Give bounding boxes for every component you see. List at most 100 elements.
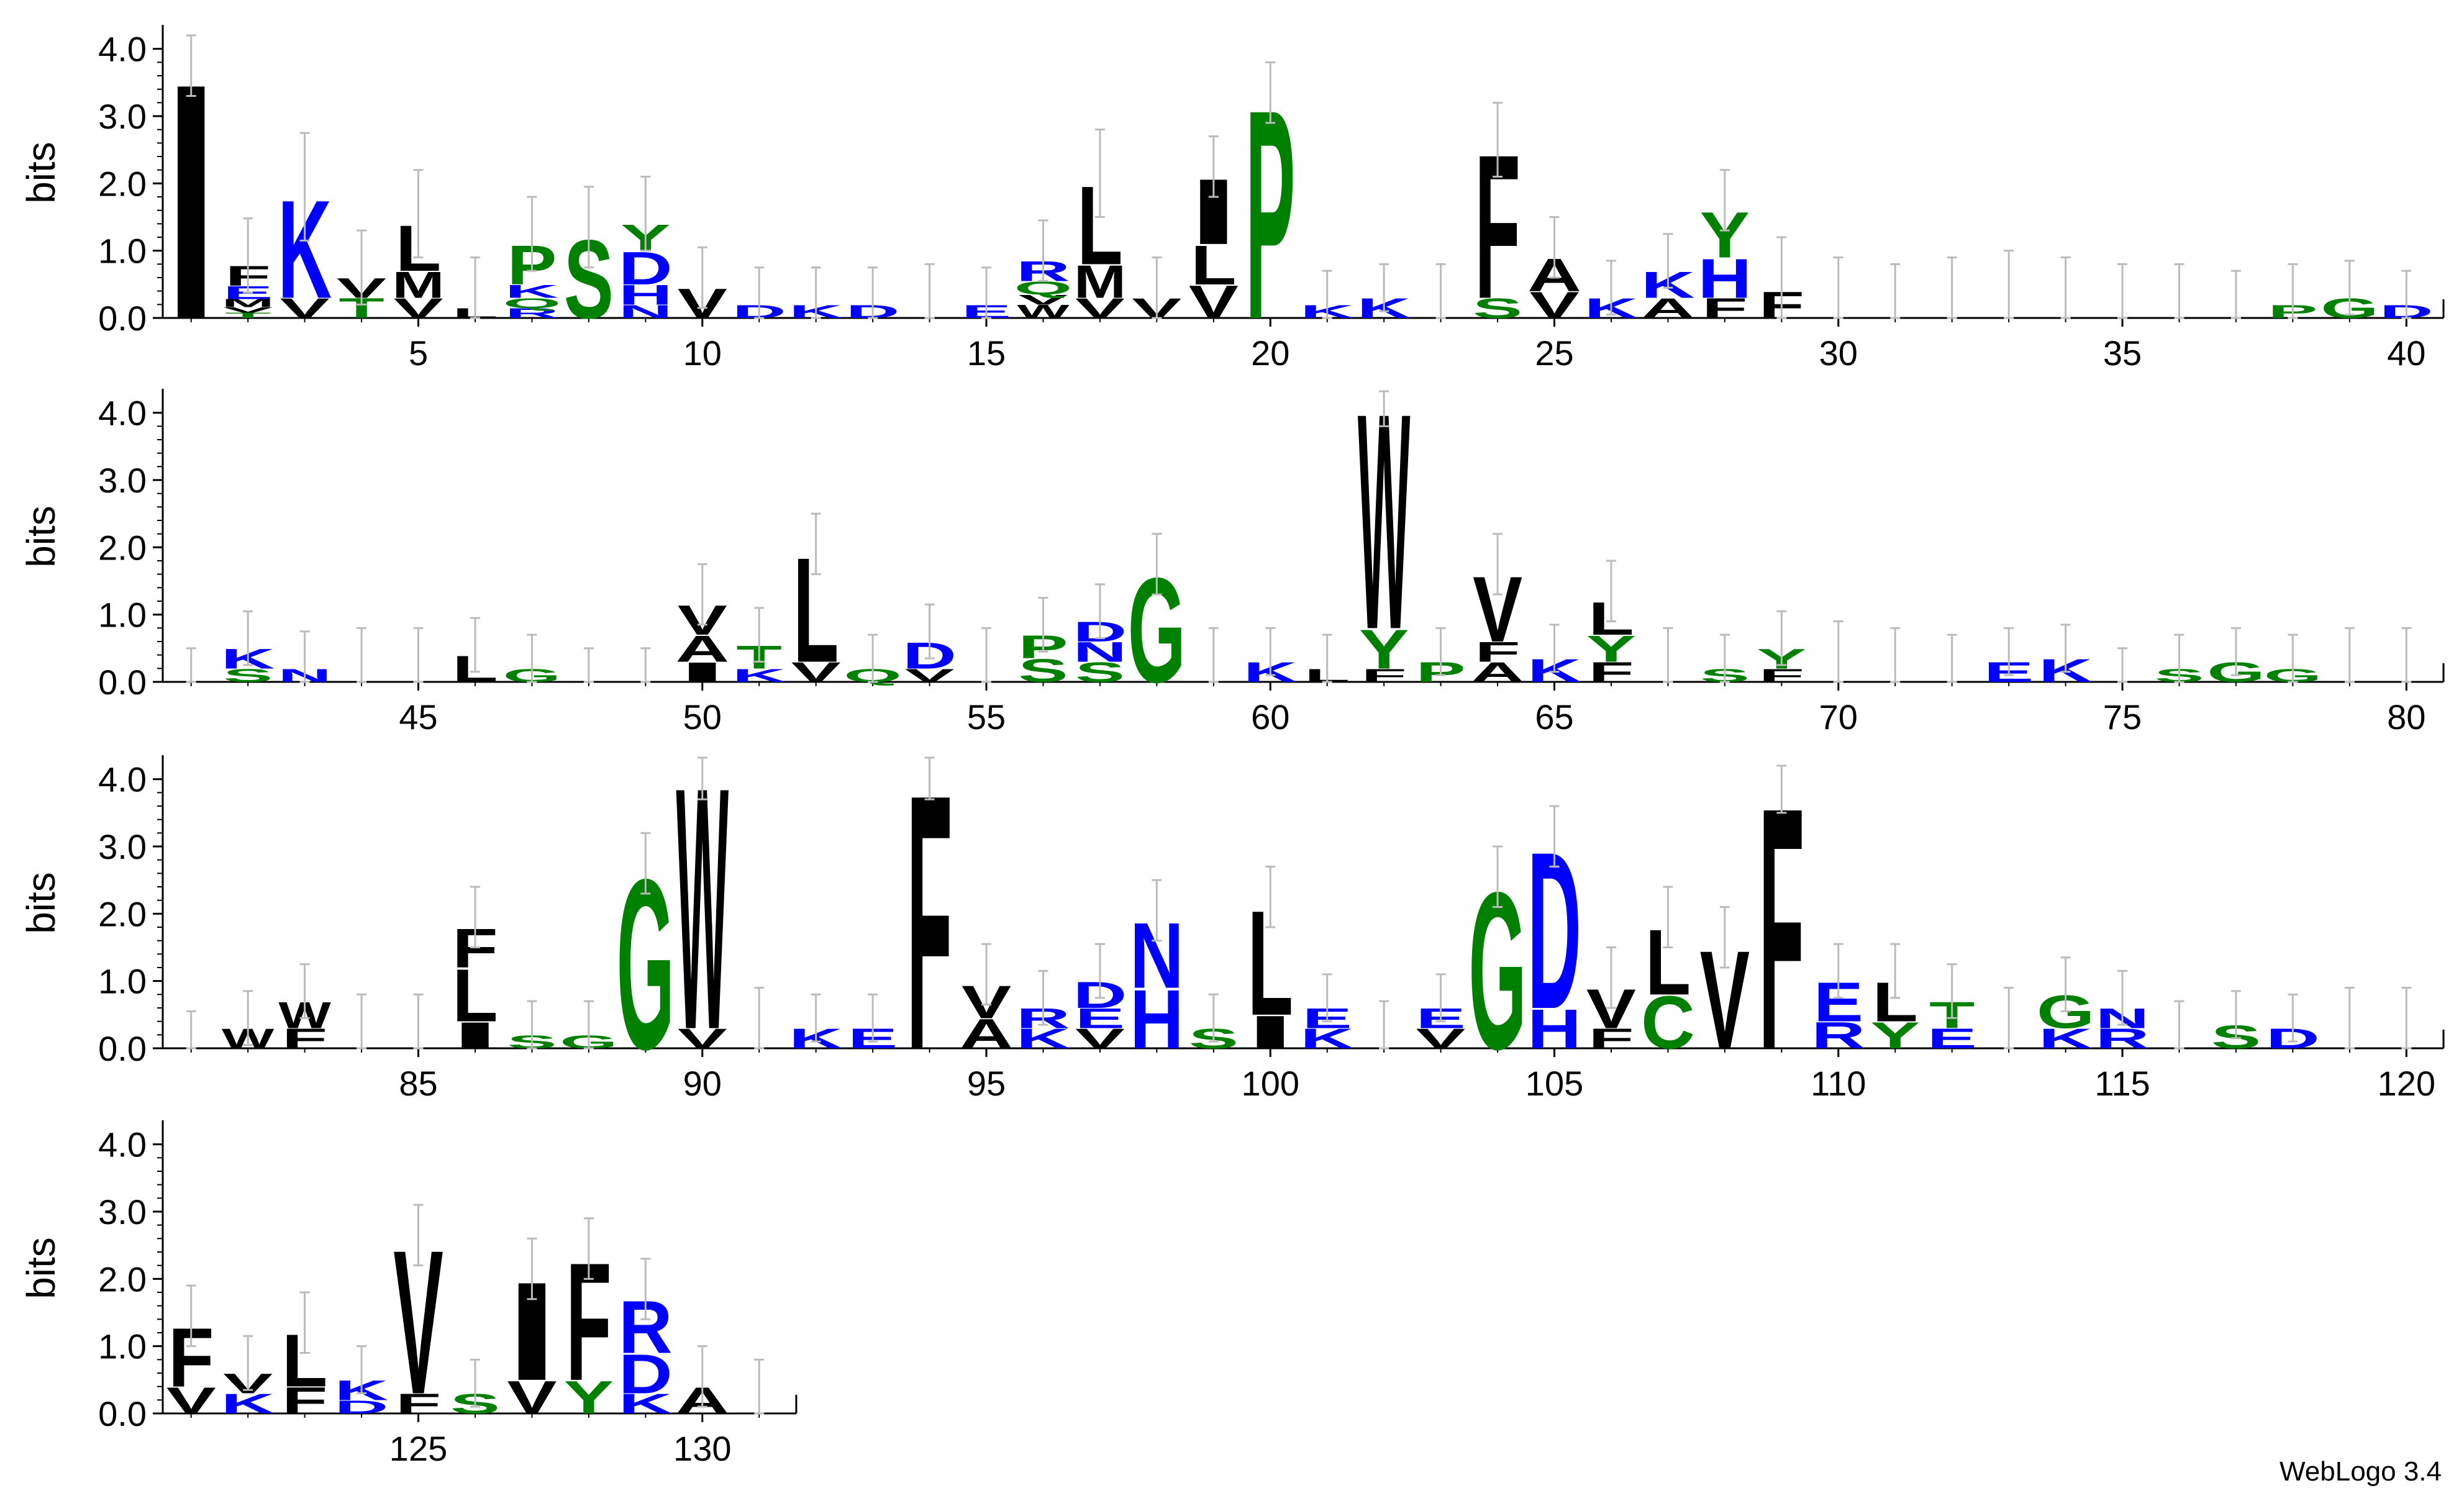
logo-glyph-I: I: [676, 656, 728, 687]
logo-glyph-V: V: [223, 306, 273, 314]
logo-glyph-A: A: [960, 1010, 1014, 1058]
logo-column-107: CL: [1641, 886, 1695, 1064]
x-tick-label: 75: [2103, 697, 2142, 737]
logo-column-36: [2174, 263, 2184, 322]
logo-column-72: [1947, 633, 1957, 686]
logo-column-18: V: [1132, 256, 1181, 324]
logo-glyph-T: T: [225, 311, 270, 319]
logo-column-88: G: [560, 1000, 618, 1053]
logo-column-80: 80: [2387, 627, 2425, 737]
logo-glyph-Y: Y: [564, 1371, 614, 1423]
logo-glyph-M: M: [1074, 255, 1126, 307]
logo-column-75: 75: [2103, 647, 2142, 737]
logo-column-84: [357, 993, 367, 1053]
logo-glyph-H: H: [1527, 997, 1581, 1060]
logo-column-21: K: [1300, 270, 1354, 322]
y-tick-label: 0.0: [98, 299, 147, 338]
logo-glyph-V: V: [1018, 292, 1068, 307]
y-tick-label: 1.0: [98, 596, 147, 635]
logo-glyph-H: H: [1130, 973, 1184, 1066]
x-tick-label: 100: [1242, 1064, 1299, 1103]
x-tick-label: 40: [2387, 333, 2425, 373]
logo-column-34: [2060, 256, 2071, 322]
logo-glyph-D: D: [335, 1397, 389, 1418]
logo-column-109: F: [1759, 736, 1804, 1122]
logo-column-13: D: [846, 266, 900, 322]
logo-column-127: VI: [506, 1237, 558, 1424]
logo-glyph-F: F: [1588, 1023, 1634, 1054]
x-tick-label: 70: [1819, 697, 1858, 737]
logo-column-2: TVMEF: [222, 217, 274, 322]
y-tick-label: 3.0: [98, 1192, 147, 1231]
logo-column-65: 65K: [1527, 624, 1581, 737]
y-tick-label: 2.0: [98, 164, 147, 203]
x-tick-label: 130: [673, 1429, 731, 1468]
logo-column-26: K: [1584, 260, 1638, 324]
x-tick-label: 95: [967, 1064, 1006, 1103]
logo-column-49: [640, 647, 651, 686]
logo-column-120: 120: [2378, 987, 2435, 1103]
logo-glyph-S: S: [223, 665, 273, 686]
logo-glyph-V: V: [791, 657, 841, 688]
logo-column-46: L: [452, 617, 498, 690]
logo-row-1: 0.01.02.03.04.0bitsITVMEFVKTV5VMLLRQKPSN…: [19, 13, 2445, 389]
logo-column-53: Q: [843, 633, 902, 686]
logo-column-122: KV: [221, 1335, 275, 1420]
logo-column-92: K: [789, 993, 843, 1054]
y-tick-label: 3.0: [98, 97, 147, 136]
logo-glyph-I: I: [449, 1015, 501, 1056]
logo-column-51: KT: [732, 607, 786, 686]
logo-glyph-K: K: [221, 1389, 275, 1420]
logo-column-52: VL: [791, 512, 841, 694]
logo-glyph-A: A: [1641, 293, 1695, 324]
logo-glyph-Q: Q: [503, 296, 561, 311]
x-tick-label: 30: [1819, 333, 1858, 373]
logo-glyph-V: V: [280, 293, 330, 324]
logo-column-94: F: [907, 719, 952, 1125]
logo-glyph-M: M: [392, 264, 444, 306]
logo-column-121: VF: [166, 1284, 216, 1422]
logo-column-39: G: [2321, 260, 2379, 324]
x-tick-label: 55: [967, 697, 1006, 737]
logo-column-43: N: [278, 630, 332, 686]
logo-column-38: P: [2268, 263, 2317, 322]
x-tick-label: 15: [967, 333, 1006, 373]
logo-glyph-R: R: [1811, 1015, 1865, 1056]
logo-column-131: [754, 1358, 765, 1418]
logo-column-62: FYW: [1358, 349, 1411, 694]
y-tick-label: 0.0: [98, 1029, 147, 1068]
logo-column-114: KG: [2037, 956, 2094, 1054]
logo-column-96: KR: [1016, 969, 1070, 1054]
logo-glyph-V: V: [1189, 276, 1239, 328]
logo-column-64: AFV: [1471, 533, 1524, 688]
logo-column-119: [2344, 987, 2355, 1053]
logo-column-35: 35: [2103, 263, 2142, 373]
x-tick-label: 45: [399, 697, 437, 737]
logo-column-60: 60K: [1243, 627, 1298, 737]
logo-glyph-S: S: [1075, 657, 1125, 688]
x-tick-label: 60: [1251, 697, 1289, 737]
logo-row-3: 0.01.02.03.04.0bitsWFW85ILFSGG90VWKEF95A…: [19, 716, 2445, 1126]
y-tick-label: 1.0: [98, 232, 147, 271]
logo-column-101: KE: [1300, 973, 1354, 1054]
logo-glyph-K: K: [1016, 1023, 1070, 1054]
logo-glyph-L: L: [452, 955, 498, 1038]
logo-glyph-S: S: [1018, 652, 1068, 689]
x-tick-label: 80: [2387, 697, 2425, 737]
logo-column-27: AK: [1641, 233, 1695, 324]
logo-column-78: G: [2264, 633, 2322, 686]
logo-glyph-L: L: [1191, 234, 1236, 296]
logo-column-22: K: [1357, 263, 1411, 324]
logo-glyph-V: V: [166, 1380, 216, 1422]
